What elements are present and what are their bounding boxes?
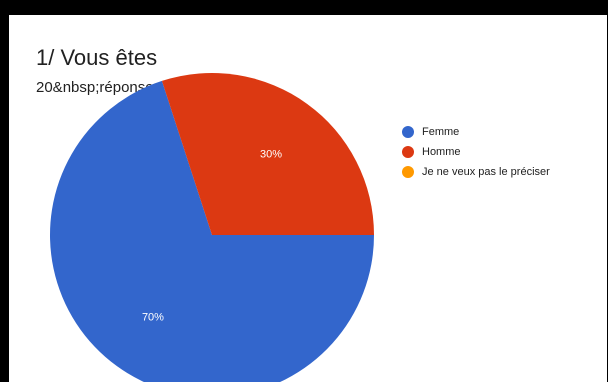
response-count: 20&nbsp;réponses — [36, 79, 162, 96]
chart-card: 1/ Vous êtes 20&nbsp;réponses 70% 30% Fem… — [9, 15, 607, 382]
chart-title: 1/ Vous êtes — [36, 45, 158, 70]
slice-label-femme: 70% — [142, 311, 164, 323]
legend-dot-icon — [402, 146, 414, 158]
legend-dot-icon — [402, 126, 414, 138]
legend-item-femme[interactable]: Femme — [402, 125, 572, 139]
legend-label: Femme — [422, 126, 460, 138]
legend-item-homme[interactable]: Homme — [402, 145, 572, 159]
legend-item-je-ne-veux-pas[interactable]: Je ne veux pas le préciser — [402, 165, 572, 179]
pie-chart: 70% 30% — [50, 72, 374, 382]
legend-dot-icon — [402, 166, 414, 178]
chart-legend: Femme Homme Je ne veux pas le préciser — [402, 125, 572, 185]
slice-label-homme: 30% — [260, 149, 282, 161]
pie-slice-femme[interactable] — [50, 80, 374, 382]
legend-label: Homme — [422, 146, 461, 158]
legend-label: Je ne veux pas le préciser — [422, 166, 550, 178]
pie-slice-homme[interactable] — [161, 72, 374, 235]
